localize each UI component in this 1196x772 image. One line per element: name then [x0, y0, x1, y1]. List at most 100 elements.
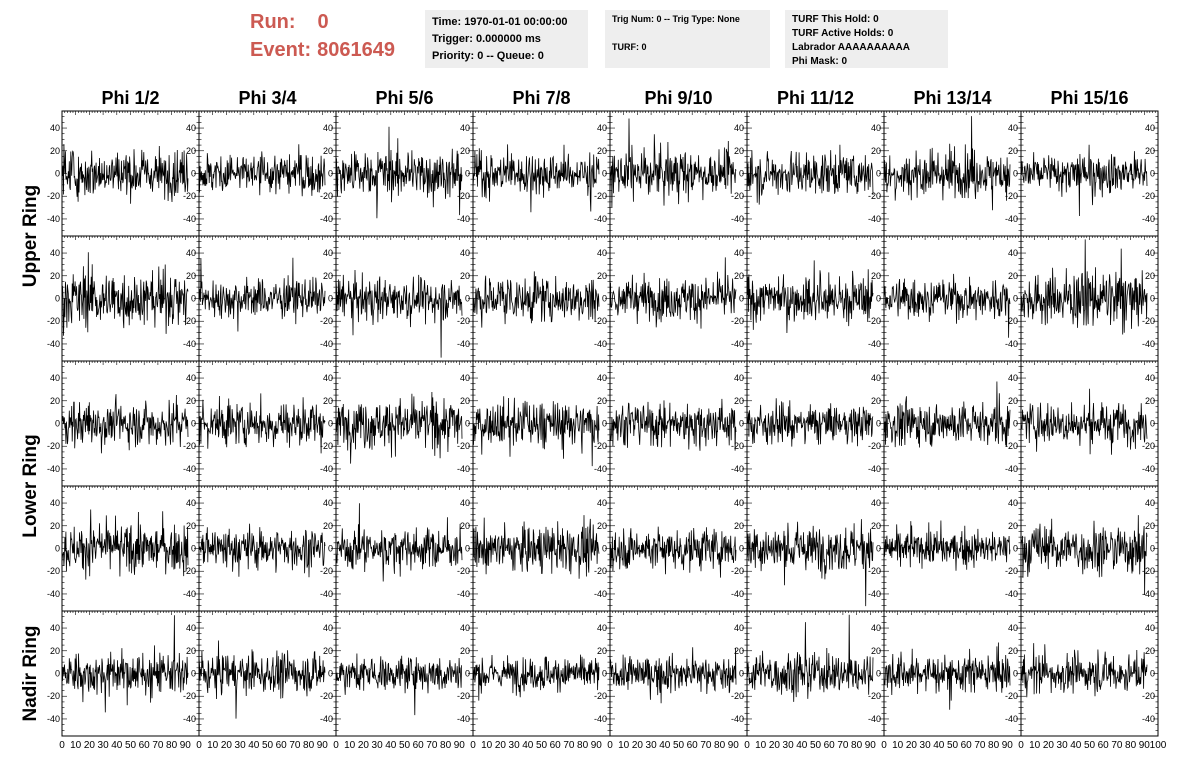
- x-tick-label: 60: [413, 740, 425, 751]
- waveform-trace: [61, 144, 189, 204]
- y-tick-label: 20: [186, 646, 196, 656]
- y-tick-label: -20: [1005, 316, 1018, 326]
- x-tick-label: 10: [70, 740, 82, 751]
- y-tick-label: 0: [328, 169, 333, 179]
- y-tick-label: -40: [868, 714, 881, 724]
- panel-r3-c7: [883, 360, 1022, 487]
- x-tick-label: 40: [111, 740, 123, 751]
- y-tick-label: -20: [47, 441, 60, 451]
- run-value: 0: [317, 11, 329, 33]
- waveform-trace: [609, 118, 737, 208]
- y-tick-label: -20: [1005, 691, 1018, 701]
- x-tick-label: 10: [755, 740, 767, 751]
- y-tick-label: 20: [186, 396, 196, 406]
- y-tick-label: -40: [183, 714, 196, 724]
- waveform-trace: [61, 615, 189, 713]
- waveform-trace: [472, 654, 600, 701]
- y-tick-label: -20: [868, 441, 881, 451]
- panel-r1-c1: [61, 110, 200, 237]
- labrador-text: Labrador AAAAAAAAAA: [792, 42, 910, 53]
- panel-r2-c4: [472, 235, 611, 362]
- x-tick-label: 0: [333, 740, 339, 751]
- trigger-text: Trigger: 0.000000 ms: [432, 33, 541, 45]
- y-tick-label: 20: [734, 521, 744, 531]
- column-header-2: Phi 3/4: [238, 88, 296, 108]
- x-tick-label: 20: [84, 740, 96, 751]
- y-tick-label: -20: [594, 691, 607, 701]
- y-tick-label: 0: [328, 294, 333, 304]
- y-tick-label: 0: [739, 544, 744, 554]
- x-tick-label: 10: [1029, 740, 1041, 751]
- y-tick-label: 40: [186, 623, 196, 633]
- y-tick-label: 40: [871, 623, 881, 633]
- trig-num-text: Trig Num: 0 -- Trig Type: None: [612, 14, 740, 24]
- y-tick-label: -40: [457, 464, 470, 474]
- y-tick-label: 20: [734, 271, 744, 281]
- y-tick-label: -20: [457, 566, 470, 576]
- x-tick-label: 70: [563, 740, 575, 751]
- y-tick-label: 0: [1013, 169, 1018, 179]
- x-tick-label: 100: [1150, 740, 1167, 751]
- y-tick-label: 0: [1013, 544, 1018, 554]
- panel-r1-c6: [746, 110, 885, 237]
- y-tick-label: -40: [47, 464, 60, 474]
- y-tick-label: 0: [55, 294, 60, 304]
- waveform-trace: [883, 381, 1011, 448]
- turf-active-text: TURF Active Holds: 0: [792, 28, 894, 39]
- y-tick-label: -20: [594, 441, 607, 451]
- x-tick-label: 40: [933, 740, 945, 751]
- y-tick-label: -40: [594, 214, 607, 224]
- panel-r2-c8: [1020, 235, 1159, 362]
- y-tick-label: 20: [50, 146, 60, 156]
- y-tick-label: -20: [731, 566, 744, 576]
- y-tick-label: -40: [1005, 589, 1018, 599]
- x-tick-label: 40: [522, 740, 534, 751]
- panel-r4-c1: [61, 485, 200, 612]
- y-tick-label: 0: [1150, 544, 1155, 554]
- y-tick-label: 0: [328, 419, 333, 429]
- x-tick-label: 60: [824, 740, 836, 751]
- y-tick-label: -20: [1142, 566, 1155, 576]
- y-tick-label: -20: [320, 441, 333, 451]
- y-tick-label: -40: [594, 339, 607, 349]
- x-tick-label: 70: [700, 740, 712, 751]
- y-tick-label: -20: [183, 441, 196, 451]
- y-tick-label: -40: [594, 464, 607, 474]
- y-tick-label: 0: [1150, 294, 1155, 304]
- y-tick-label: 0: [55, 419, 60, 429]
- y-tick-label: 20: [1145, 396, 1155, 406]
- y-tick-label: -20: [47, 691, 60, 701]
- waveform-trace: [883, 520, 1011, 571]
- y-tick-label: -40: [183, 339, 196, 349]
- x-tick-label: 20: [906, 740, 918, 751]
- row-label-2: Lower Ring: [20, 434, 41, 537]
- x-tick-label: 90: [1002, 740, 1014, 751]
- y-tick-label: 20: [50, 646, 60, 656]
- panel-r3-c6: [746, 360, 885, 487]
- run-event-box: Run: 0 Event: 8061649: [250, 8, 420, 68]
- waveform-trace: [472, 271, 600, 328]
- waveform-trace: [609, 398, 737, 451]
- phi-mask-text: Phi Mask: 0: [792, 56, 848, 67]
- column-header-7: Phi 13/14: [913, 88, 991, 108]
- panel-r3-c1: [61, 360, 200, 487]
- y-tick-label: -20: [47, 316, 60, 326]
- x-tick-label: 20: [495, 740, 507, 751]
- x-tick-label: 80: [714, 740, 726, 751]
- panel-r2-c2: [198, 235, 337, 362]
- y-tick-label: -20: [731, 441, 744, 451]
- waveform-trace: [1020, 643, 1148, 698]
- y-tick-label: 0: [465, 669, 470, 679]
- x-tick-label: 20: [358, 740, 370, 751]
- y-tick-label: 0: [1150, 169, 1155, 179]
- panel-r4-c8: [1020, 485, 1159, 612]
- panel-r5-c1: [61, 610, 200, 737]
- panel-frame: [198, 610, 337, 737]
- panel-r2-c7: [883, 235, 1022, 362]
- y-tick-label: 20: [871, 396, 881, 406]
- y-tick-label: -40: [731, 589, 744, 599]
- y-tick-label: 40: [186, 123, 196, 133]
- y-tick-label: -40: [320, 214, 333, 224]
- y-tick-label: 40: [871, 248, 881, 258]
- y-tick-label: 20: [323, 146, 333, 156]
